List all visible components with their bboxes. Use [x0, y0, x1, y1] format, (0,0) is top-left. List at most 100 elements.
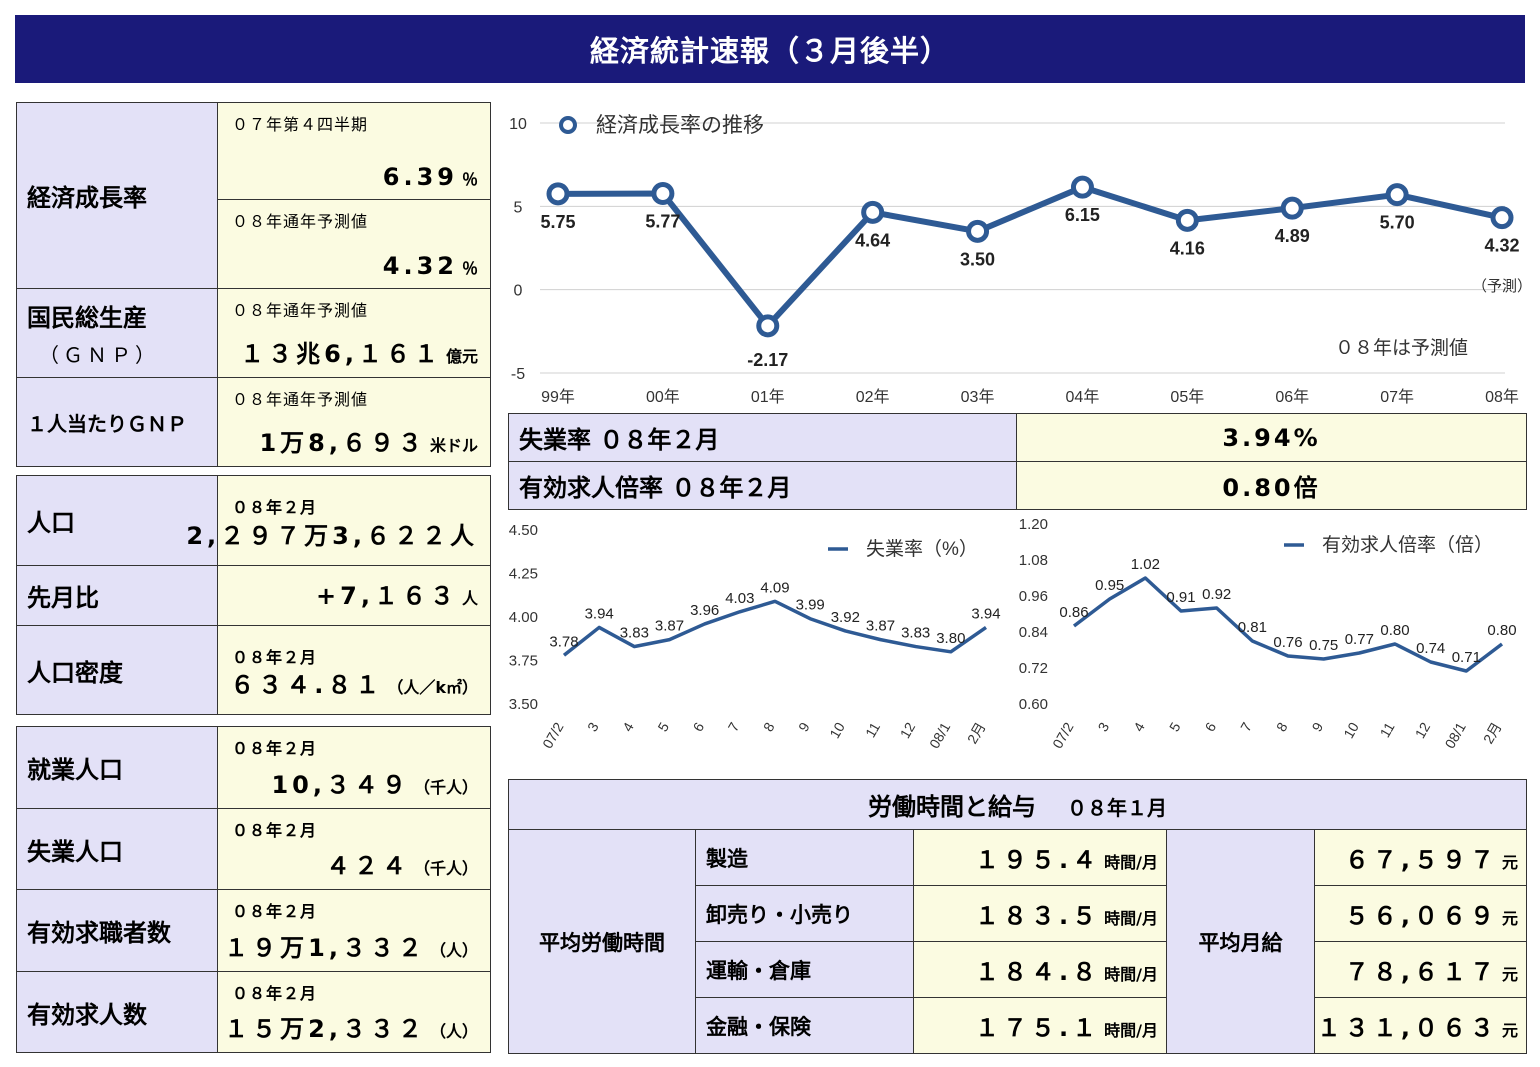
forecast-note: （予測）	[1472, 278, 1532, 295]
legend-label: 失業率（%）	[866, 538, 978, 560]
y-tick-label: -5	[511, 366, 525, 383]
x-tick-label: 00年	[646, 388, 680, 406]
rates-table: 失業率 ０８年２月 3.94% 有効求人倍率 ０８年２月 0.80倍	[508, 413, 1527, 510]
sector-label: 金融・保険	[695, 997, 914, 1054]
gnp-per-capita-value: 1万8,６９３	[259, 429, 426, 457]
data-label: 0.77	[1345, 631, 1374, 648]
data-label: 4.09	[760, 579, 789, 596]
data-label: 5.75	[540, 212, 575, 232]
gnp-unit: 億元	[445, 347, 478, 366]
wage-value: ６７,５９７	[1344, 846, 1498, 874]
data-label: 3.87	[655, 618, 684, 635]
data-point	[756, 314, 780, 338]
labor-sub: ０８年２月	[232, 739, 318, 758]
wage-cell: ７８,６１７ 元	[1313, 941, 1528, 998]
work-header: 労働時間と給与 ０８年１月	[507, 779, 1528, 830]
density-unit: （人／k㎡）	[387, 678, 478, 697]
data-point	[1280, 196, 1304, 220]
data-label: 3.78	[549, 633, 578, 650]
data-label: 3.94	[971, 605, 1000, 622]
labor-unit: （千人）	[413, 859, 478, 878]
y-tick-label: 0.96	[1019, 588, 1048, 605]
x-tick-label: 8	[1273, 719, 1291, 734]
labor-label: 失業人口	[16, 808, 218, 890]
data-label: 0.71	[1452, 649, 1481, 666]
labor-unit: （人）	[429, 941, 478, 960]
hours-value: １８４.８	[975, 958, 1101, 986]
data-label: 4.03	[725, 590, 754, 607]
x-tick-label: 07/2	[1049, 719, 1077, 751]
y-tick-label: 0.84	[1019, 624, 1048, 641]
sector-label: 卸売り・小売り	[695, 885, 914, 942]
growth-quarter-cell: ０７年第４四半期 6.39 ％	[217, 102, 491, 200]
y-tick-label: 0	[514, 283, 523, 300]
data-label: 3.92	[831, 609, 860, 626]
gnp-sub: ０８年通年予測値	[232, 301, 369, 320]
table-row: 運輸・倉庫 １８４.８ 時間/月 ７８,６１７ 元	[509, 941, 1528, 998]
data-label: 1.02	[1131, 556, 1160, 573]
x-tick-label: 05年	[1170, 388, 1204, 406]
data-label: 0.80	[1380, 622, 1409, 639]
mom-unit: 人	[461, 589, 478, 608]
unemployment-rate-value: 3.94%	[1016, 413, 1527, 462]
x-tick-label: 3	[1095, 719, 1113, 734]
labor-label: 就業人口	[16, 726, 218, 809]
x-tick-label: 11	[862, 719, 883, 740]
gnp-per-capita-unit: 米ドル	[429, 436, 478, 455]
labor-sub: ０８年２月	[232, 984, 318, 1003]
growth-series-line	[557, 184, 1503, 329]
density-sub: ０８年２月	[232, 648, 318, 667]
data-label: 0.74	[1416, 640, 1445, 657]
x-tick-label: 4	[619, 719, 637, 734]
x-tick-label: 6	[690, 719, 708, 734]
x-tick-label: 12	[1412, 719, 1434, 741]
data-point	[966, 219, 990, 243]
x-tick-label: 6	[1202, 719, 1220, 734]
growth-chart: 10 5 0 -5 99年 00年 01年 02年 03年 04年 05年 06年 07年 08年 5.75…	[509, 114, 1532, 406]
gnp-label-sub: （ＧＮＰ）	[39, 343, 159, 367]
labor-value: ４２４	[325, 852, 410, 880]
x-tick-label: 99年	[541, 388, 575, 406]
data-label: 3.96	[690, 602, 719, 619]
growth-year-sub: ０８年通年予測値	[232, 212, 369, 231]
labor-unit: （千人）	[413, 778, 478, 797]
labor-label: 有効求職者数	[16, 889, 218, 972]
table-row: 平均労働時間 製造 １９５.４ 時間/月 平均月給 ６７,５９７ 元	[508, 829, 1528, 1054]
series-line	[1072, 576, 1504, 673]
hour-unit: 時間/月	[1104, 853, 1158, 872]
hours-value: １８３.５	[975, 902, 1101, 930]
hours-value: １９５.４	[975, 846, 1101, 874]
data-label: 4.32	[1484, 236, 1519, 256]
data-label: 4.64	[855, 230, 890, 250]
y-tick-label: 1.08	[1019, 552, 1048, 569]
hour-unit: 時間/月	[1104, 965, 1158, 984]
wage-value: １３１,０６３	[1316, 1014, 1498, 1042]
y-tick-label: 0.60	[1019, 696, 1048, 713]
x-tick-label: 8	[760, 719, 778, 734]
data-label: 0.92	[1202, 586, 1231, 603]
data-label: 3.83	[901, 625, 930, 642]
population-table: 人口 ０８年２月 2,２９７万3,６２２人 先月比 +7,１６３ 人 人口密度 ０…	[16, 475, 491, 715]
data-label: -2.17	[747, 350, 788, 370]
data-label: 0.81	[1238, 619, 1267, 636]
hours-label: 平均労働時間	[508, 829, 696, 1054]
labor-cell: ０８年２月 10,３４９ （千人）	[217, 726, 491, 809]
data-point	[1070, 175, 1094, 199]
data-label: 3.80	[936, 630, 965, 647]
job-ratio-label: 有効求人倍率 ０８年２月	[508, 461, 1017, 510]
work-table: 労働時間と給与 ０８年１月 平均労働時間 製造 １９５.４ 時間/月 平均月給 ６…	[507, 779, 1528, 1054]
x-tick-label: 5	[654, 719, 672, 734]
data-label: 0.76	[1273, 634, 1302, 651]
x-tick-label: 07年	[1380, 388, 1414, 406]
wage-unit: 元	[1502, 853, 1519, 872]
x-tick-label: 2月	[964, 720, 989, 747]
sector-label: 製造	[695, 829, 914, 886]
wage-cell: １３１,０６３ 元	[1313, 997, 1528, 1054]
wage-value: ７８,６１７	[1344, 958, 1498, 986]
x-tick-label: 12	[897, 719, 919, 741]
x-tick-label: 04年	[1066, 388, 1100, 406]
wage-cell: ５６,０６９ 元	[1313, 885, 1528, 942]
job-ratio-value: 0.80倍	[1016, 461, 1527, 510]
x-tick-label: 4	[1130, 719, 1148, 734]
